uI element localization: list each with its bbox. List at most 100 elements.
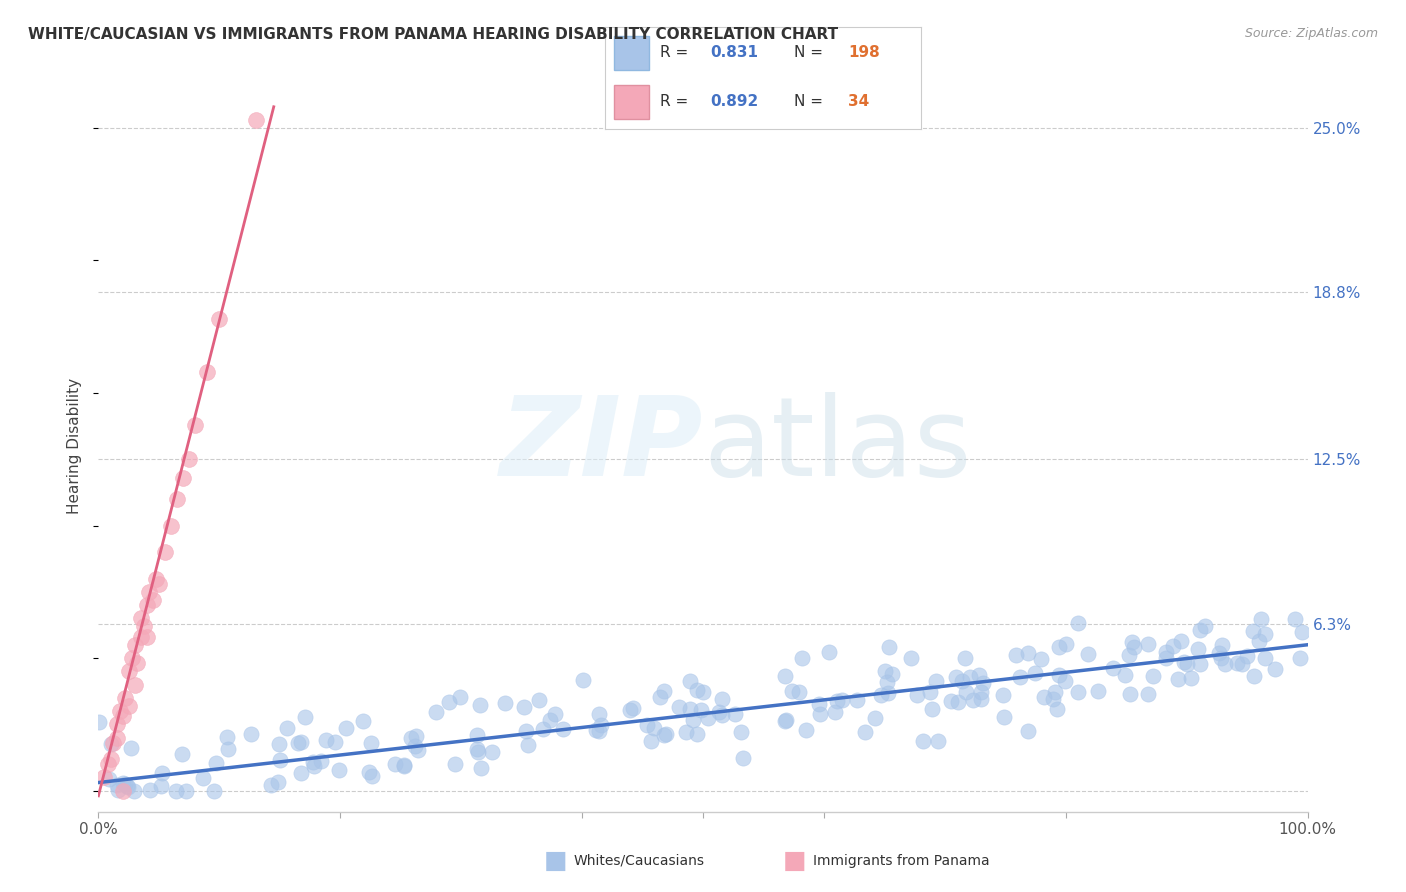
Point <box>1004 648 1026 662</box>
Point <box>865 711 887 725</box>
Point <box>1188 657 1211 671</box>
Point <box>517 739 540 753</box>
Point <box>269 737 291 751</box>
Point <box>1241 624 1264 639</box>
Point <box>166 491 188 506</box>
Point <box>585 723 607 738</box>
Point <box>287 736 309 750</box>
Point <box>93 770 115 784</box>
Point <box>208 311 231 326</box>
Point <box>260 778 283 792</box>
Point <box>465 742 488 756</box>
Point <box>876 675 898 690</box>
Point <box>538 713 561 727</box>
Text: 34: 34 <box>848 95 869 109</box>
Point <box>449 690 471 704</box>
Point <box>1087 683 1109 698</box>
Point <box>918 684 941 698</box>
Point <box>290 765 312 780</box>
Point <box>1254 627 1277 641</box>
Point <box>1194 618 1216 632</box>
Point <box>825 694 848 708</box>
Point <box>817 645 839 659</box>
Point <box>1114 668 1136 682</box>
Point <box>172 747 194 761</box>
Point <box>191 771 214 785</box>
Point <box>955 651 977 665</box>
Point <box>654 727 676 741</box>
Point <box>87 714 110 729</box>
Text: R =: R = <box>659 45 693 60</box>
Point <box>1209 650 1232 665</box>
Text: ZIP: ZIP <box>499 392 703 500</box>
Point <box>118 665 141 679</box>
Point <box>443 756 465 771</box>
Point <box>780 684 803 698</box>
Text: Whites/Caucasians: Whites/Caucasians <box>574 854 704 868</box>
Point <box>117 780 139 795</box>
Point <box>384 756 406 771</box>
Text: ■: ■ <box>783 849 806 872</box>
Point <box>174 783 197 797</box>
Point <box>588 723 610 738</box>
Point <box>217 742 239 756</box>
Point <box>1101 661 1123 675</box>
Point <box>392 759 415 773</box>
Point <box>967 668 990 682</box>
Point <box>120 741 142 756</box>
Point <box>853 725 876 739</box>
Point <box>179 452 201 467</box>
Point <box>679 674 702 689</box>
Point <box>111 709 134 723</box>
Text: atlas: atlas <box>703 392 972 500</box>
Point <box>711 692 734 706</box>
Point <box>97 772 120 786</box>
Point <box>1054 673 1077 688</box>
Point <box>1024 665 1046 680</box>
Point <box>276 721 298 735</box>
Point <box>399 731 422 745</box>
Point <box>1170 633 1192 648</box>
Point <box>733 751 755 765</box>
Point <box>1187 642 1209 657</box>
Point <box>107 782 129 797</box>
Point <box>468 698 491 713</box>
Point <box>465 727 488 741</box>
Point <box>945 670 967 684</box>
Point <box>962 693 984 707</box>
Point <box>619 703 641 717</box>
Point <box>679 702 702 716</box>
Text: ■: ■ <box>544 849 567 872</box>
Point <box>335 721 357 735</box>
Point <box>1289 650 1312 665</box>
Point <box>1017 724 1039 739</box>
Point <box>1226 656 1249 670</box>
Point <box>512 700 534 714</box>
Point <box>1180 671 1202 685</box>
Point <box>621 701 644 715</box>
Point <box>845 692 868 706</box>
Point <box>1189 624 1212 638</box>
Point <box>1230 657 1253 672</box>
Point <box>115 779 138 793</box>
Point <box>112 776 135 790</box>
Point <box>135 598 157 612</box>
Point <box>114 776 136 790</box>
Point <box>993 710 1015 724</box>
Point <box>515 724 537 739</box>
Point <box>654 684 676 698</box>
Point <box>588 707 610 722</box>
Point <box>142 592 165 607</box>
Point <box>1154 645 1177 659</box>
Point <box>882 667 904 681</box>
Point <box>972 676 994 690</box>
Point <box>1284 611 1306 625</box>
Point <box>290 735 312 749</box>
Point <box>730 724 752 739</box>
Point <box>1047 640 1070 654</box>
Text: Immigrants from Panama: Immigrants from Panama <box>813 854 990 868</box>
Point <box>877 686 900 700</box>
Point <box>1008 670 1031 684</box>
Point <box>360 736 382 750</box>
Point <box>172 471 194 485</box>
